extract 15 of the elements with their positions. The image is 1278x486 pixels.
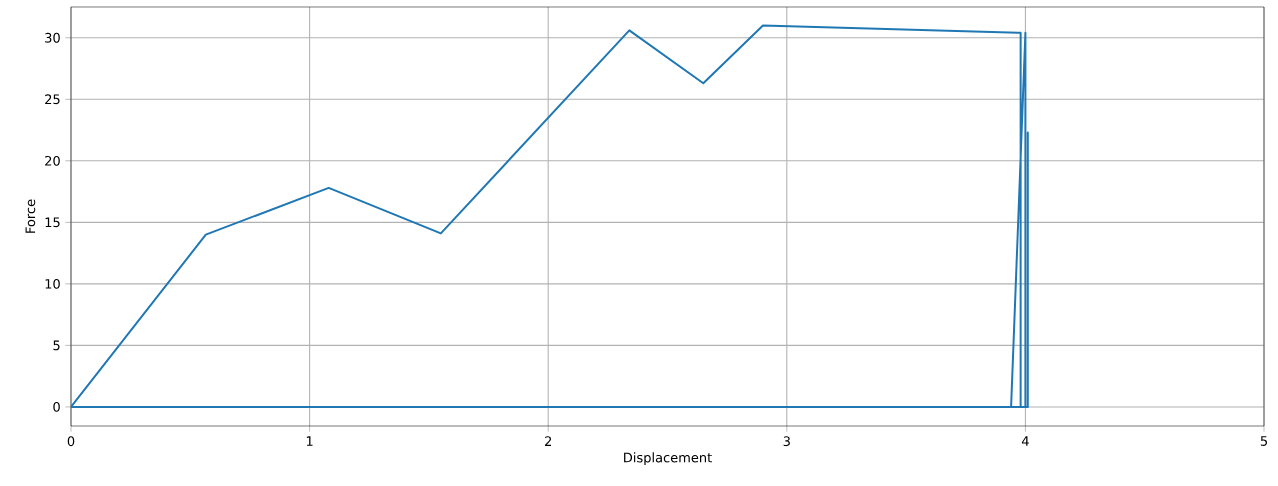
y-tick-label: 10: [45, 278, 60, 289]
y-axis-title: Force: [25, 199, 36, 233]
x-tick-label: 2: [545, 436, 552, 446]
x-tick-label: 5: [1260, 436, 1267, 446]
y-tick-label: 30: [45, 32, 60, 43]
x-tick-label: 4: [1021, 436, 1029, 446]
y-tick-label: 25: [45, 94, 60, 105]
x-tick-label: 1: [306, 436, 313, 446]
y-tick-label: 0: [53, 402, 60, 412]
x-axis-title: Displacement: [624, 452, 712, 465]
y-tick-label: 20: [45, 155, 60, 166]
y-tick-label: 5: [53, 340, 60, 351]
x-tick-label: 3: [783, 436, 790, 447]
y-tick-label: 15: [45, 217, 60, 228]
x-tick-label: 0: [67, 436, 75, 447]
